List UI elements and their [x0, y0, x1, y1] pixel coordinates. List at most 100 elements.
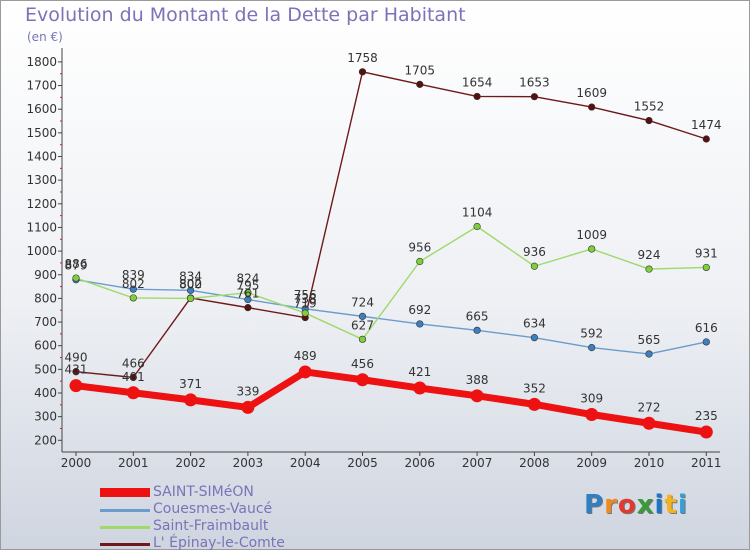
- x-tick-label: 2002: [175, 456, 206, 470]
- data-point: [645, 265, 653, 273]
- y-tick-label: 1600: [26, 102, 57, 116]
- data-label: 931: [695, 246, 718, 260]
- data-point: [69, 379, 83, 393]
- data-point: [126, 386, 140, 400]
- data-point: [530, 262, 539, 270]
- data-point: [301, 309, 309, 317]
- x-tick-label: 2010: [634, 456, 665, 470]
- data-point: [358, 312, 367, 320]
- data-point: [129, 294, 137, 302]
- data-point: [187, 286, 195, 294]
- x-tick-label: 2008: [519, 456, 550, 470]
- y-tick-label: 200: [34, 433, 57, 447]
- data-label: 309: [580, 392, 603, 406]
- data-point: [244, 289, 252, 297]
- data-label: 592: [580, 327, 603, 341]
- data-label: 1705: [405, 63, 436, 77]
- data-label: 800: [179, 277, 202, 291]
- data-label: 824: [236, 272, 259, 286]
- y-tick-label: 1000: [26, 244, 57, 258]
- proxiti-logo: Proxiti: [584, 490, 688, 520]
- data-label: 634: [523, 317, 546, 331]
- series-points: [69, 68, 713, 439]
- logo-letter: i: [677, 490, 688, 520]
- data-point: [588, 103, 596, 111]
- logo-letter: i: [654, 490, 665, 520]
- data-point: [358, 335, 367, 343]
- y-tick-label: 1200: [26, 197, 57, 211]
- data-label: 692: [408, 303, 431, 317]
- data-point: [585, 408, 599, 422]
- y-tick-label: 1500: [26, 126, 57, 140]
- data-label: 431: [65, 363, 88, 377]
- data-label: 936: [523, 245, 546, 259]
- data-label: 1654: [462, 75, 493, 89]
- data-point: [129, 285, 137, 293]
- data-label: 401: [122, 370, 145, 384]
- logo-letter: r: [604, 490, 618, 520]
- data-label: 1758: [347, 51, 378, 65]
- x-tick-label: 2003: [233, 456, 264, 470]
- chart-title: Evolution du Montant de la Dette par Hab…: [25, 4, 466, 26]
- series-lines: [75, 71, 707, 436]
- legend-label-saint-simeon: SAINT-SIMéON: [153, 484, 254, 500]
- y-tick-label: 700: [34, 315, 57, 329]
- data-label: 627: [351, 318, 374, 332]
- data-label: 489: [294, 349, 317, 363]
- data-label: 456: [351, 357, 374, 371]
- chart-unit: (en €): [27, 30, 63, 44]
- data-point: [72, 368, 80, 376]
- data-label: 339: [236, 384, 259, 398]
- data-label: 1104: [462, 206, 493, 220]
- data-point: [129, 373, 137, 381]
- data-label: 490: [65, 351, 88, 365]
- data-label: 1609: [576, 86, 607, 100]
- data-label: 1009: [576, 228, 607, 242]
- legend-swatch-couesmes-vauce: [100, 509, 150, 512]
- data-label: 1474: [691, 118, 722, 132]
- y-tick-label: 800: [34, 291, 57, 305]
- data-label: 272: [638, 400, 661, 414]
- x-tick-label: 2000: [61, 456, 92, 470]
- axes: 200 300 400 500 600 700 800 900 1000 1100 1200 1300…: [26, 48, 722, 470]
- data-point: [416, 257, 424, 266]
- data-label: 834: [179, 269, 202, 283]
- y-tick-label: 300: [34, 410, 57, 424]
- data-label: 235: [695, 409, 718, 423]
- logo-letter: o: [617, 490, 637, 520]
- data-point: [72, 274, 80, 282]
- data-point: [588, 343, 596, 352]
- data-label: 421: [408, 365, 431, 379]
- data-label: 879: [65, 259, 88, 273]
- series-labels: 490 466 802 761 719 1758 1705 1654 1653 1609 1552 1…: [65, 51, 722, 423]
- y-tick-label: 1700: [26, 79, 57, 93]
- legend-swatch-saint-fraimbault: [100, 526, 150, 529]
- legend-label-couesmes-vauce: Couesmes-Vaucé: [153, 501, 273, 517]
- data-point: [642, 416, 656, 430]
- data-point: [356, 373, 369, 387]
- series-line-3: [75, 368, 707, 436]
- data-point: [645, 350, 653, 358]
- y-tick-label: 1100: [26, 220, 57, 234]
- logo-letter: x: [636, 490, 655, 520]
- data-label: 956: [408, 241, 431, 255]
- data-point: [699, 425, 713, 439]
- data-label: 616: [695, 321, 718, 335]
- data-point: [588, 245, 596, 253]
- data-label: 738: [294, 292, 317, 306]
- data-label: 466: [122, 356, 145, 370]
- data-point: [473, 326, 481, 334]
- data-point: [530, 93, 539, 101]
- data-point: [702, 338, 710, 346]
- data-point: [184, 393, 198, 407]
- data-point: [702, 135, 710, 143]
- data-point: [241, 400, 255, 414]
- data-label: 371: [179, 377, 202, 391]
- series-line-2: [75, 225, 707, 341]
- x-tick-label: 2004: [290, 456, 321, 470]
- data-label: 352: [523, 381, 546, 395]
- data-label: 761: [236, 287, 259, 301]
- data-point: [473, 92, 481, 101]
- data-point: [416, 80, 424, 88]
